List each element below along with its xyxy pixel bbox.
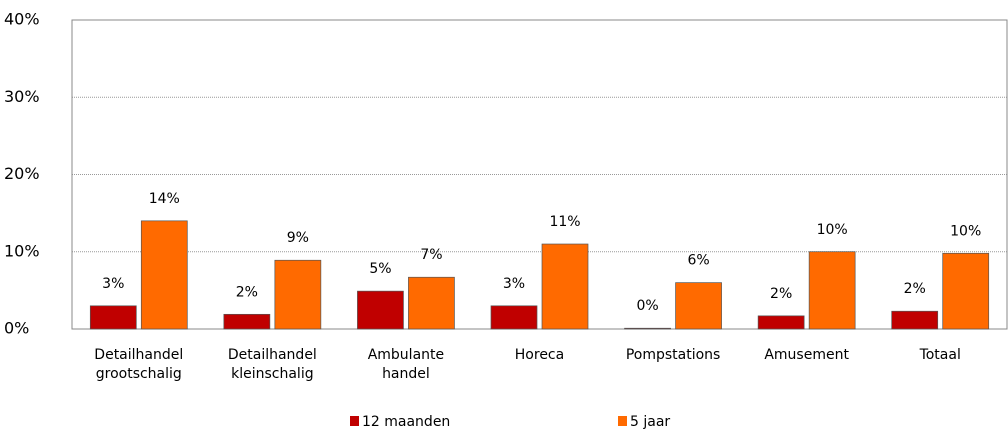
- legend-label: 12 maanden: [362, 414, 450, 430]
- x-tick-label-line: Detailhandel: [94, 347, 183, 363]
- value-label: 6%: [687, 253, 709, 269]
- x-tick-label-line: Ambulante: [368, 347, 444, 363]
- bar: [942, 252, 990, 330]
- y-tick-label: 10%: [4, 241, 40, 260]
- value-label: 5%: [369, 261, 391, 277]
- plot-frame: [71, 19, 1008, 330]
- bar: [490, 305, 538, 330]
- value-label: 3%: [503, 276, 525, 292]
- value-label: 10%: [817, 222, 848, 238]
- value-label: 2%: [236, 284, 258, 300]
- x-tick-label-line: handel: [382, 366, 430, 382]
- y-tick-label: 30%: [4, 87, 40, 106]
- x-tick-label-line: Detailhandel: [228, 347, 317, 363]
- value-label: 2%: [770, 286, 792, 302]
- bar: [675, 282, 722, 330]
- bar: [89, 305, 137, 330]
- legend-swatch: [350, 416, 359, 426]
- x-tick-label: Pompstations: [626, 347, 721, 363]
- value-label: 10%: [950, 223, 981, 239]
- bar: [808, 251, 856, 330]
- value-label: 9%: [287, 230, 309, 246]
- x-tick-label: Amusement: [764, 347, 849, 363]
- bar: [408, 276, 455, 330]
- x-tick-label: Detailhandel kleinschalig: [228, 347, 317, 382]
- legend-swatch: [618, 416, 627, 426]
- bar: [541, 243, 589, 330]
- value-label: 7%: [420, 247, 442, 263]
- x-tick-label: Horeca: [515, 347, 564, 363]
- bar: [757, 315, 805, 330]
- x-tick-label: Ambulante handel: [368, 347, 444, 382]
- value-label: 2%: [904, 281, 926, 297]
- x-tick-label-line: Horeca: [515, 347, 564, 363]
- y-tick-label: 0%: [4, 319, 29, 338]
- y-tick-label: 40%: [4, 10, 40, 29]
- x-tick-label-line: Pompstations: [626, 347, 721, 363]
- value-label: 14%: [149, 191, 180, 207]
- x-tick-label-line: Amusement: [764, 347, 849, 363]
- x-tick-label-line: Totaal: [919, 347, 961, 363]
- bar: [357, 290, 404, 330]
- value-label: 11%: [549, 214, 580, 230]
- y-tick-label: 20%: [4, 164, 40, 183]
- value-label: 3%: [102, 276, 124, 292]
- bar: [140, 220, 188, 330]
- x-tick-label-line: grootschalig: [96, 366, 182, 382]
- bar: [274, 259, 322, 330]
- bar: [624, 327, 671, 330]
- bar: [223, 313, 271, 330]
- x-tick-label-line: kleinschalig: [231, 366, 313, 382]
- bar: [891, 310, 939, 330]
- value-label: 0%: [636, 298, 658, 314]
- x-tick-label: Detailhandel grootschalig: [94, 347, 183, 382]
- legend-label: 5 jaar: [630, 414, 670, 430]
- x-tick-label: Totaal: [919, 347, 961, 363]
